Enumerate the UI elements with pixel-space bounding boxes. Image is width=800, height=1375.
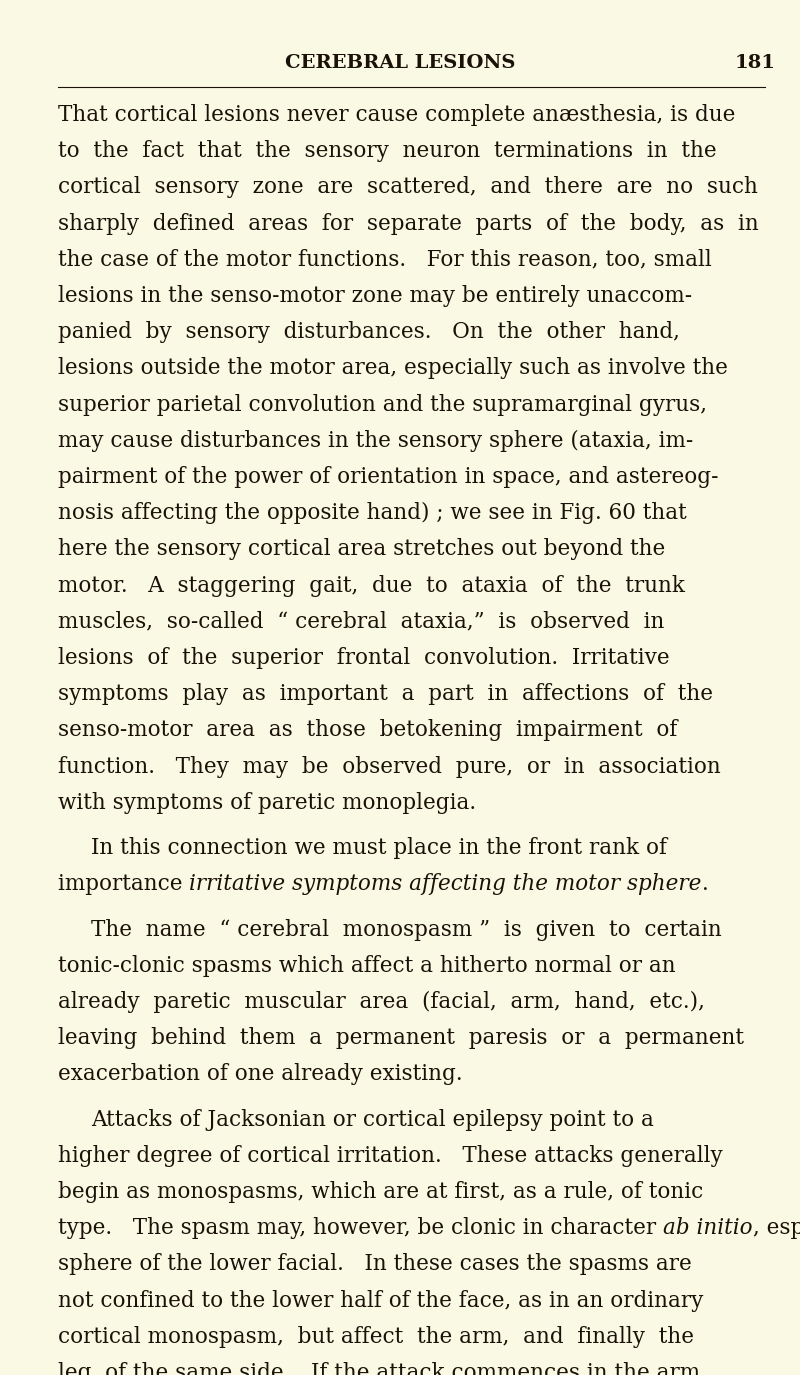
Text: The  name  “ cerebral  monospasm ”  is  given  to  certain: The name “ cerebral monospasm ” is given… <box>91 918 722 940</box>
Text: tonic-clonic spasms which affect a hitherto normal or an: tonic-clonic spasms which affect a hithe… <box>58 954 676 976</box>
Text: type.   The spasm may, however, be clonic in character: type. The spasm may, however, be clonic … <box>58 1217 663 1239</box>
Text: leaving  behind  them  a  permanent  paresis  or  a  permanent: leaving behind them a permanent paresis … <box>58 1027 744 1049</box>
Text: CEREBRAL LESIONS: CEREBRAL LESIONS <box>285 54 515 72</box>
Text: irritative symptoms affecting the motor sphere: irritative symptoms affecting the motor … <box>190 873 702 895</box>
Text: , especially when the attack commences in the: , especially when the attack commences i… <box>753 1217 800 1239</box>
Text: ab initio: ab initio <box>663 1217 753 1239</box>
Text: panied  by  sensory  disturbances.   On  the  other  hand,: panied by sensory disturbances. On the o… <box>58 322 680 344</box>
Text: importance: importance <box>58 873 190 895</box>
Text: In this connection we must place in the front rank of: In this connection we must place in the … <box>91 837 667 859</box>
Text: leg, of the same side.   If the attack commences in the arm,: leg, of the same side. If the attack com… <box>58 1363 707 1375</box>
Text: here the sensory cortical area stretches out beyond the: here the sensory cortical area stretches… <box>58 539 666 561</box>
Text: symptoms  play  as  important  a  part  in  affections  of  the: symptoms play as important a part in aff… <box>58 683 713 705</box>
Text: sphere of the lower facial.   In these cases the spasms are: sphere of the lower facial. In these cas… <box>58 1254 692 1276</box>
Text: function.   They  may  be  observed  pure,  or  in  association: function. They may be observed pure, or … <box>58 756 721 778</box>
Text: That cortical lesions never cause complete anæsthesia, is due: That cortical lesions never cause comple… <box>58 104 735 126</box>
Text: begin as monospasms, which are at first, as a rule, of tonic: begin as monospasms, which are at first,… <box>58 1181 703 1203</box>
Text: sharply  defined  areas  for  separate  parts  of  the  body,  as  in: sharply defined areas for separate parts… <box>58 213 758 235</box>
Text: motor.   A  staggering  gait,  due  to  ataxia  of  the  trunk: motor. A staggering gait, due to ataxia … <box>58 575 685 597</box>
Text: cortical  sensory  zone  are  scattered,  and  there  are  no  such: cortical sensory zone are scattered, and… <box>58 176 758 198</box>
Text: lesions  of  the  superior  frontal  convolution.  Irritative: lesions of the superior frontal convolut… <box>58 648 670 670</box>
Text: pairment of the power of orientation in space, and astereog-: pairment of the power of orientation in … <box>58 466 718 488</box>
Text: superior parietal convolution and the supramarginal gyrus,: superior parietal convolution and the su… <box>58 393 707 415</box>
Text: nosis affecting the opposite hand) ; we see in Fig. 60 that: nosis affecting the opposite hand) ; we … <box>58 502 686 524</box>
Text: to  the  fact  that  the  sensory  neuron  terminations  in  the: to the fact that the sensory neuron term… <box>58 140 717 162</box>
Text: may cause disturbances in the sensory sphere (ataxia, im-: may cause disturbances in the sensory sp… <box>58 430 694 452</box>
Text: senso-motor  area  as  those  betokening  impairment  of: senso-motor area as those betokening imp… <box>58 719 678 741</box>
Text: cortical monospasm,  but affect  the arm,  and  finally  the: cortical monospasm, but affect the arm, … <box>58 1326 694 1348</box>
Text: Attacks of Jacksonian or cortical epilepsy point to a: Attacks of Jacksonian or cortical epilep… <box>91 1108 654 1130</box>
Text: already  paretic  muscular  area  (facial,  arm,  hand,  etc.),: already paretic muscular area (facial, a… <box>58 991 705 1013</box>
Text: the case of the motor functions.   For this reason, too, small: the case of the motor functions. For thi… <box>58 249 712 271</box>
Text: muscles,  so-called  “ cerebral  ataxia,”  is  observed  in: muscles, so-called “ cerebral ataxia,” i… <box>58 610 664 632</box>
Text: exacerbation of one already existing.: exacerbation of one already existing. <box>58 1063 462 1085</box>
Text: 181: 181 <box>734 54 775 72</box>
Text: with symptoms of paretic monoplegia.: with symptoms of paretic monoplegia. <box>58 792 476 814</box>
Text: lesions in the senso-motor zone may be entirely unaccom-: lesions in the senso-motor zone may be e… <box>58 285 692 307</box>
Text: higher degree of cortical irritation.   These attacks generally: higher degree of cortical irritation. Th… <box>58 1145 722 1167</box>
Text: lesions outside the motor area, especially such as involve the: lesions outside the motor area, especial… <box>58 358 728 380</box>
Text: .: . <box>702 873 709 895</box>
Text: not confined to the lower half of the face, as in an ordinary: not confined to the lower half of the fa… <box>58 1290 703 1312</box>
